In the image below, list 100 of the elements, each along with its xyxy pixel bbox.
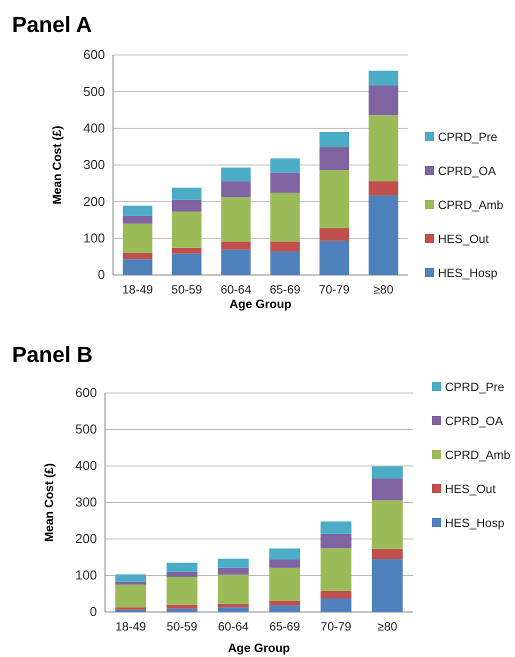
bar [218,558,249,568]
bar [372,478,403,500]
bar [320,534,352,548]
legend-label: CPRD_Pre [445,380,505,394]
bar [221,250,251,275]
x-tick-label: 18-49 [115,620,146,634]
bar [115,582,146,585]
y-axis-title: Mean Cost (£) [50,126,64,204]
bar [221,242,251,250]
x-tick-label: 50-59 [166,620,198,634]
chart-title: Panel A [12,12,92,37]
y-tick-label: 0 [90,604,97,620]
x-tick-label: 70-79 [318,282,350,297]
bar [218,568,249,575]
bar [269,548,300,560]
bar [368,181,398,196]
bar [115,574,146,582]
legend-label: CPRD_Pre [438,130,498,144]
bar [166,572,198,577]
bar [172,212,202,248]
x-tick-label: 18-49 [122,282,154,297]
bar [320,548,352,591]
bar [270,158,300,173]
x-axis-title: Age Group [228,641,290,655]
bar [372,548,403,560]
bar [270,252,300,275]
x-tick-label: 65-69 [269,620,300,634]
x-tick-label: ≥80 [373,282,394,297]
bar [320,240,349,275]
bar [166,562,198,572]
bar [166,604,198,609]
bar [320,598,352,612]
bar [218,604,249,608]
y-tick-label: 100 [75,568,97,583]
y-tick-label: 200 [75,531,97,546]
bar [218,607,249,612]
legend-label: CPRD_Amb [445,448,511,462]
legend-label: HES_Hosp [438,266,498,280]
y-tick-label: 300 [75,494,97,510]
bar [372,559,403,612]
bar [368,85,398,116]
x-tick-label: ≥80 [377,620,398,634]
bar [270,192,300,242]
y-tick-label: 300 [83,157,105,172]
y-tick-label: 200 [83,194,105,209]
bar [320,147,349,170]
bar [166,608,198,612]
legend-label: CPRD_Amb [438,198,504,212]
y-tick-label: 500 [83,84,105,99]
bar [172,188,202,200]
bar [269,600,300,606]
bar [115,607,146,610]
bar [122,216,152,224]
y-tick-label: 500 [75,422,97,437]
bar [122,253,152,260]
bar [221,197,251,242]
bar [172,254,202,275]
bar [172,200,202,212]
bar [269,568,300,601]
bar [320,170,349,228]
bar [122,206,152,216]
legend-label: HES_Out [445,482,496,496]
bar [269,559,300,568]
bar [368,115,398,182]
bar [122,224,152,253]
bar [368,70,398,86]
chart-title: Panel B [12,342,93,367]
bar [320,228,349,241]
y-tick-label: 400 [75,458,97,474]
bar [122,259,152,275]
y-axis-title: Mean Cost (£) [42,463,56,542]
bar [270,242,300,252]
x-tick-label: 60-64 [220,282,252,297]
bar [221,168,251,182]
x-axis-title: Age Group [230,297,292,311]
x-tick-label: 60-64 [218,620,249,634]
legend-label: HES_Out [438,232,490,246]
legend-label: CPRD_OA [438,164,496,178]
bar [172,248,202,254]
bar [218,574,249,604]
y-tick-label: 600 [75,385,97,400]
bar [270,172,300,193]
bar [115,584,146,608]
x-tick-label: 65-69 [270,282,301,297]
legend-label: HES_Hosp [445,516,505,530]
bar [372,500,403,549]
y-tick-label: 400 [83,120,105,136]
bar [269,605,300,612]
bar [372,466,403,478]
y-tick-label: 0 [98,267,105,282]
bar [368,195,398,275]
bar [320,590,352,598]
bar [221,181,251,198]
bar [320,521,352,534]
x-tick-label: 70-79 [320,620,352,634]
y-tick-label: 600 [83,47,105,62]
x-tick-label: 50-59 [171,282,202,297]
legend-label: CPRD_OA [445,414,504,428]
bar [166,576,198,605]
bar [320,132,349,148]
